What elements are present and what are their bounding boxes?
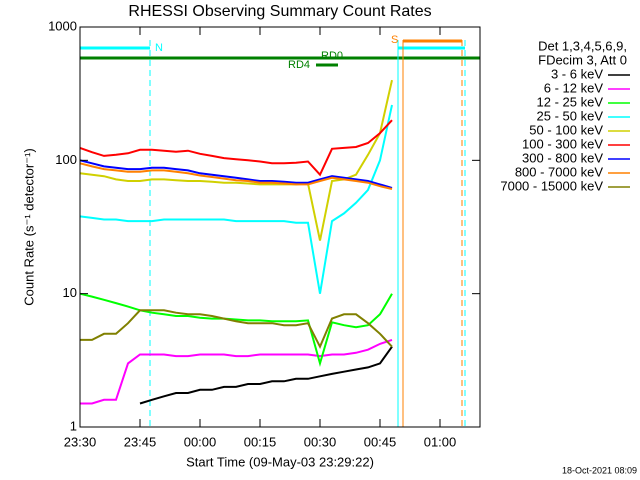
annotation: S [391, 34, 398, 46]
y-axis-label: Count Rate (s⁻¹ detector⁻¹) [21, 148, 36, 306]
x-tick-label: 23:30 [64, 434, 97, 449]
x-tick-label: 00:30 [304, 434, 337, 449]
footer: 18-Oct-2021 08:09 [562, 465, 637, 475]
series-line [79, 119, 393, 177]
legend-header: FDecim 3, Att 0 [538, 52, 627, 67]
legend-header: Det 1,3,4,5,6,9, [538, 38, 627, 53]
legend-label: 6 - 12 keV [544, 80, 604, 95]
legend-label: 7000 - 15000 keV [500, 178, 603, 193]
y-tick-label: 10 [63, 285, 77, 300]
legend-label: 12 - 25 keV [537, 94, 604, 109]
annotation: RD0 [321, 50, 343, 62]
legend-label: 300 - 800 keV [522, 150, 603, 165]
x-tick-label: 01:00 [424, 434, 457, 449]
x-tick-label: 00:15 [244, 434, 277, 449]
legend-label: 800 - 7000 keV [515, 164, 604, 179]
series-line [80, 309, 393, 350]
legend-label: 100 - 300 keV [522, 136, 603, 151]
legend-label: 50 - 100 keV [529, 122, 603, 137]
x-tick-label: 23:45 [124, 434, 157, 449]
plot-frame [79, 26, 481, 428]
series-line [79, 162, 393, 190]
legend-label: 25 - 50 keV [537, 108, 604, 123]
series-line [79, 104, 393, 294]
chart-title: RHESSI Observing Summary Count Rates [128, 3, 431, 20]
series-line [139, 346, 393, 405]
flags: N S RD0 RD4 [80, 34, 480, 427]
series-line [79, 292, 393, 368]
legend-label: 3 - 6 keV [551, 66, 603, 81]
series-line [79, 79, 393, 241]
series-line [80, 338, 393, 405]
series-line [79, 159, 393, 189]
x-tick-label: 00:00 [184, 434, 217, 449]
y-tick-label: 1 [70, 418, 77, 433]
annotation: RD4 [288, 59, 310, 71]
y-tick-label: 1000 [48, 18, 77, 33]
annotation: N [155, 42, 163, 54]
x-tick-label: 00:45 [364, 434, 397, 449]
y-tick-label: 100 [55, 152, 77, 167]
x-axis-label: Start Time (09-May-03 23:29:22) [186, 454, 374, 469]
